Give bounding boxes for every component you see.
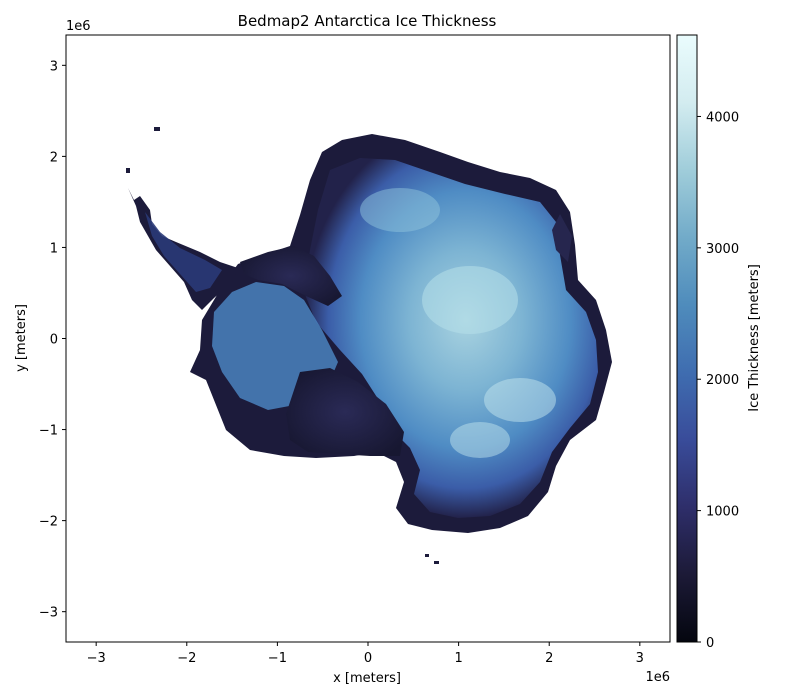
x-offset-label: 1e6 — [645, 670, 670, 685]
x-tick-label: 2 — [545, 651, 553, 666]
colorbar-ticks: 0 1000 2000 3000 4000 — [697, 110, 739, 651]
colorbar: 0 1000 2000 3000 4000 Ice Thickness [meters] — [676, 34, 762, 651]
x-axis-label: x [meters] — [333, 671, 401, 686]
y-axis-label: y [meters] — [14, 304, 29, 372]
x-tick-label: 0 — [364, 651, 372, 666]
colorbar-tick-label: 3000 — [706, 242, 739, 257]
x-axis: −3 −2 −1 0 1 2 3 — [87, 642, 644, 666]
ross-ice-shelf — [286, 368, 404, 456]
colorbar-tick-label: 2000 — [706, 373, 739, 388]
x-tick-label: 3 — [636, 651, 644, 666]
ronne-filchner-ice-shelf — [240, 246, 342, 306]
colorbar-label: Ice Thickness [meters] — [747, 264, 762, 412]
colorbar-gradient — [676, 34, 698, 643]
y-tick-label: 3 — [50, 59, 58, 74]
colorbar-tick-label: 4000 — [706, 110, 739, 125]
x-tick-label: −1 — [268, 651, 287, 666]
island — [434, 561, 439, 564]
dronning-maud-ice — [360, 188, 440, 232]
x-tick-label: −2 — [177, 651, 196, 666]
chart-title: Bedmap2 Antarctica Ice Thickness — [238, 12, 497, 30]
y-tick-label: −3 — [39, 606, 58, 621]
dome-a-thick-ice — [422, 266, 518, 334]
wilkes-thick-ice — [484, 378, 556, 422]
x-tick-label: 1 — [454, 651, 462, 666]
y-offset-label: 1e6 — [66, 19, 91, 34]
ice-thickness-map — [126, 127, 612, 564]
ice-sheet-interior — [304, 158, 598, 518]
colorbar-tick-label: 0 — [706, 636, 714, 651]
y-tick-label: 1 — [50, 241, 58, 256]
island — [126, 168, 130, 173]
colorbar-tick-label: 1000 — [706, 505, 739, 520]
x-tick-label: −3 — [87, 651, 106, 666]
y-tick-label: 0 — [50, 333, 58, 348]
peninsula-ice — [145, 212, 222, 292]
y-tick-label: −2 — [39, 515, 58, 530]
y-tick-label: 2 — [50, 150, 58, 165]
y-axis: 3 2 1 0 −1 −2 −3 — [39, 59, 66, 621]
aurora-thick-ice — [450, 422, 510, 458]
island — [154, 127, 160, 131]
y-tick-label: −1 — [39, 424, 58, 439]
amery-ice-shelf — [552, 214, 572, 262]
island — [425, 554, 429, 557]
